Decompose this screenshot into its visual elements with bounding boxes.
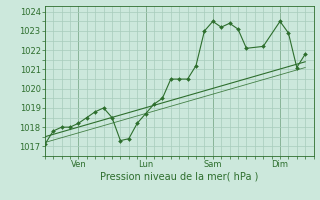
X-axis label: Pression niveau de la mer( hPa ): Pression niveau de la mer( hPa ) bbox=[100, 172, 258, 182]
